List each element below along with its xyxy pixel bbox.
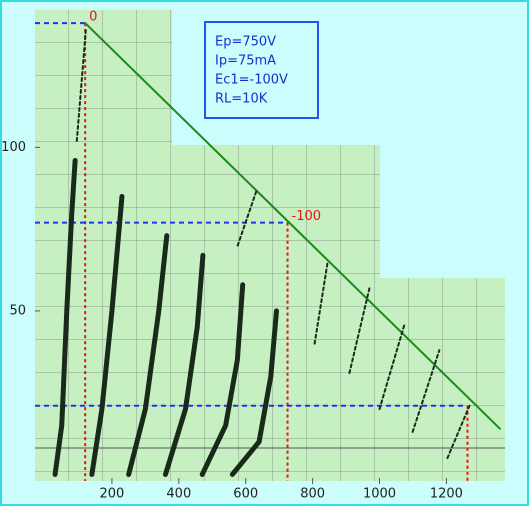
series-line xyxy=(378,323,406,411)
annotation-line: Ep=750V xyxy=(215,35,276,50)
series-line xyxy=(229,308,279,477)
series-line xyxy=(348,287,371,375)
annotation-line: Ec1=-100V xyxy=(215,73,288,88)
annotation-line: RL=10K xyxy=(215,92,268,107)
series-line xyxy=(313,260,329,345)
series-line xyxy=(162,252,206,477)
marker-label: -100 xyxy=(292,209,322,224)
x-tick-label: 1000 xyxy=(363,487,396,502)
x-tick-label: 600 xyxy=(233,487,258,502)
x-tick-label: 800 xyxy=(300,487,325,502)
x-tick-label: 400 xyxy=(166,487,191,502)
marker-label: 0 xyxy=(89,10,97,25)
series-line xyxy=(199,282,246,477)
series-line xyxy=(446,404,471,460)
y-tick-label: 100 xyxy=(1,140,26,155)
series-line xyxy=(126,233,170,477)
series-line xyxy=(75,28,87,142)
annotation-line: Ip=75mA xyxy=(215,54,276,69)
series-line xyxy=(52,157,78,477)
x-tick-label: 200 xyxy=(100,487,125,502)
info-box xyxy=(204,21,319,119)
y-tick-label: 50 xyxy=(9,303,26,318)
series-line xyxy=(236,188,258,247)
x-tick-label: 1200 xyxy=(430,487,463,502)
series-line xyxy=(89,193,125,477)
series-line xyxy=(84,22,501,430)
series-line xyxy=(411,349,441,433)
